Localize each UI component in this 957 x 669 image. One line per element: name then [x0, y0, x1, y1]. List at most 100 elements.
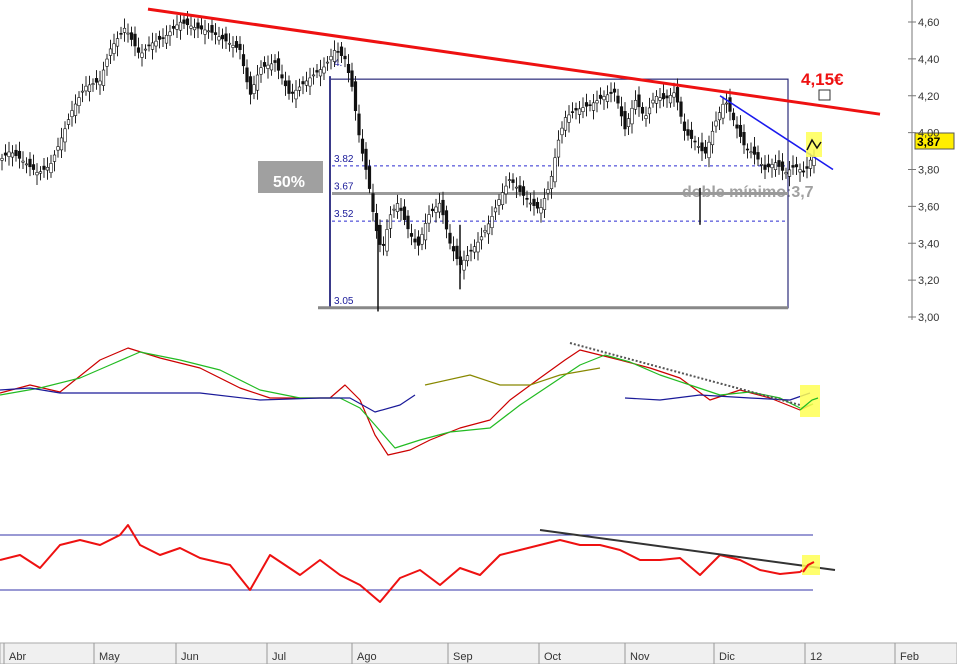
candle-body — [175, 24, 179, 30]
candle-body — [700, 142, 704, 152]
candle-body — [283, 80, 288, 87]
candle-body — [626, 118, 631, 127]
candle-body — [154, 40, 158, 47]
oscillator-series-4 — [624, 392, 811, 401]
candle-body — [479, 236, 484, 241]
candle-body — [357, 113, 361, 136]
candle-body — [780, 161, 785, 171]
candle-body — [266, 64, 270, 69]
candle-body — [437, 202, 442, 213]
candle-body — [87, 84, 92, 92]
candle-body — [528, 202, 533, 205]
candle-body — [434, 206, 438, 213]
candle-body — [7, 151, 11, 157]
candle-body — [745, 148, 750, 151]
candle-body — [574, 108, 578, 111]
candle-body — [143, 48, 148, 51]
candle-body — [329, 55, 333, 61]
candle-body — [0, 158, 4, 161]
candle-body — [280, 74, 284, 79]
candle-body — [416, 236, 421, 246]
candle-body — [147, 44, 151, 47]
candle-body — [441, 199, 445, 216]
y-axis-tick-label: 4,00 — [918, 128, 939, 140]
candle-body — [525, 197, 529, 200]
candle-body — [413, 238, 417, 243]
candle-body — [511, 179, 515, 183]
candle-body — [584, 102, 589, 107]
candle-body — [651, 99, 655, 104]
candle-body — [567, 114, 571, 123]
candle-body — [661, 93, 666, 100]
candle-body — [787, 169, 792, 177]
candle-body — [598, 94, 603, 99]
x-axis-label-Jul: Jul — [272, 651, 286, 663]
candle-body — [560, 127, 564, 136]
candle-body — [409, 233, 414, 237]
candle-body — [322, 66, 326, 74]
rsi-tail — [802, 561, 815, 573]
candle-body — [161, 37, 165, 39]
candle-body — [588, 104, 592, 107]
x-axis-label-Nov: Nov — [630, 651, 650, 663]
candle-body — [199, 25, 204, 30]
breakout-candles — [806, 138, 822, 151]
candle-body — [644, 115, 648, 119]
candle-body — [385, 229, 389, 252]
candle-body — [721, 103, 725, 119]
candle-body — [612, 88, 617, 93]
candle-body — [126, 32, 130, 35]
candle-body — [140, 52, 144, 58]
candle-body — [262, 62, 267, 67]
candle-body — [717, 112, 722, 121]
candle-body — [637, 94, 641, 108]
candle-body — [234, 41, 239, 48]
candle-body — [105, 58, 109, 67]
candle-body — [287, 80, 291, 94]
candle-body — [367, 166, 372, 189]
candle-body — [31, 164, 36, 170]
candle-body — [84, 85, 88, 92]
candle-body — [798, 169, 802, 173]
candle-body — [353, 81, 358, 112]
candle-body — [427, 214, 431, 224]
candle-body — [395, 203, 400, 212]
rsi-series-0 — [0, 524, 814, 603]
candle-body — [549, 175, 554, 189]
candle-body — [77, 97, 81, 106]
candle-body — [686, 129, 690, 136]
candle-body — [532, 198, 536, 206]
candle-body — [654, 96, 659, 104]
candle-body — [14, 149, 18, 156]
candle-body — [451, 246, 456, 252]
candle-body — [294, 89, 298, 100]
candle-body — [647, 107, 652, 115]
x-axis-label-Dic: Dic — [719, 651, 735, 663]
short-term-trendline — [719, 95, 834, 171]
candle-body — [213, 32, 218, 35]
candle-body — [392, 208, 396, 211]
candle-body — [238, 43, 242, 50]
candle-body — [80, 90, 85, 93]
candle-body — [563, 117, 568, 131]
x-axis-label-Jun: Jun — [181, 651, 199, 663]
candle-body — [336, 51, 340, 53]
fib-level-label-3.67: 3.67 — [334, 181, 354, 192]
candle-body — [616, 95, 620, 104]
candle-body — [465, 255, 470, 262]
candle-body — [273, 60, 277, 63]
candle-body — [136, 47, 141, 53]
y-axis-tick-label: 4,40 — [918, 54, 939, 66]
oscillator-series-2 — [0, 387, 416, 413]
candle-body — [10, 152, 15, 158]
candle-body — [640, 106, 645, 114]
candle-body — [591, 102, 596, 111]
candle-body — [462, 259, 466, 271]
oscillator-tail — [799, 397, 819, 411]
candle-body — [759, 164, 764, 166]
candle-body — [476, 241, 480, 253]
candle-body — [542, 198, 547, 210]
candle-body — [791, 165, 795, 168]
candle-body — [801, 170, 806, 173]
